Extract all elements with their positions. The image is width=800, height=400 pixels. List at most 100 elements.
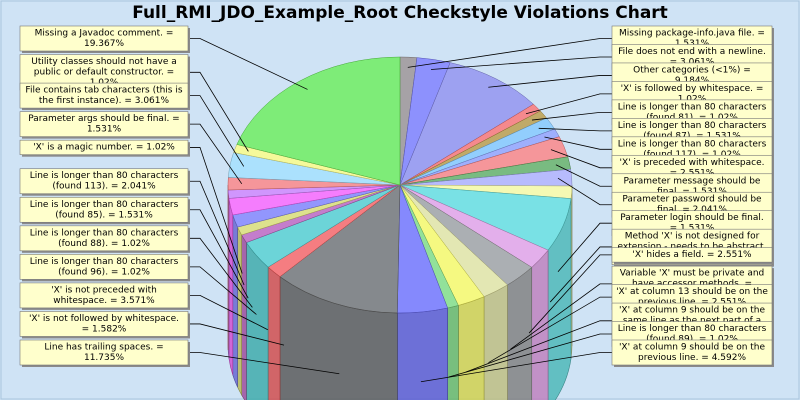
label-box [19,82,189,109]
leader-line [188,180,245,286]
label-text: Line is longer than 80 characters (found … [30,257,179,278]
label-text: Line is longer than 80 characters (found … [618,102,767,123]
label-text: Parameter login should be final. = 1.531% [620,213,764,234]
label-text: Line has trailing spaces. = 11.735% [44,343,163,364]
leader-line [188,71,249,152]
label-text: 'X' hides a field. = 2.551% [632,250,752,260]
leader-line [488,75,612,88]
slice-side [458,296,485,400]
label-text: 'X' is preceded with whitespace. = 2.551% [620,158,765,179]
leader-line [557,177,612,206]
label-text: File does not end with a newline. = 3.061… [618,47,766,68]
slice-side [507,266,533,400]
leader-line [420,352,612,383]
leader-line [531,111,612,121]
label-box [19,25,189,52]
leader-line [188,237,253,308]
slice-side [232,214,238,388]
slice-label: Line has trailing spaces. = 11.735% [19,339,190,367]
label-box [19,111,189,137]
slice-label: Missing a Javadoc comment. = 19.367% [19,25,190,53]
leader-line [188,266,257,315]
leader-line [188,295,268,331]
slice-label: 'X' hides a field. = 2.551% [611,247,774,265]
label-box [19,339,189,366]
label-text: Line is longer than 80 characters (found … [30,200,179,221]
label-text: Line is longer than 80 characters (found … [618,324,767,345]
slice-label: 'X' at column 9 should be on the previous… [611,339,774,367]
label-box [19,168,189,195]
slice-side [483,284,508,400]
label-text: 'X' is not followed by whitespace. = 1.58… [29,314,179,335]
label-box [19,311,189,337]
label-text: 'X' is followed by whitespace. = 1.02% [621,84,764,105]
leader-line [528,254,612,334]
label-text: Line is longer than 80 characters (found … [618,121,767,141]
label-box [19,225,189,252]
label-text: Line is longer than 80 characters (found … [30,228,179,249]
leader-line [544,136,612,150]
pie-top [227,56,573,314]
label-text: Parameter password should be final. = 2.0… [622,195,762,216]
leader-line [188,38,308,90]
label-text: Parameter message should be final. = 1.53… [624,176,761,197]
slice[interactable] [399,62,534,186]
slice-label: Line is longer than 80 characters (found … [19,196,190,225]
label-text: File contains tab characters (this is the… [25,86,182,107]
slice-side [246,241,269,400]
label-box [611,247,773,263]
slice-label: File contains tab characters (this is the… [19,82,190,111]
leader-line [407,38,612,68]
leader-line [488,296,612,364]
label-text: Line is longer than 80 characters (found … [30,171,179,192]
leader-line [448,333,612,378]
leader-line [525,93,612,115]
label-text: 'X' is a magic number. = 1.02% [33,143,175,153]
label-box [19,282,189,309]
label-text: 'X' is not preceded with whitespace. = 3.… [51,285,157,306]
label-text: Line is longer than 80 characters (found … [618,139,767,160]
leader-line [188,123,243,185]
label-text: Other categories (<1%) = 9.184% [633,65,751,86]
leader-line [465,320,612,373]
slice-labels: Missing package-info.java file. = 1.531%F… [19,25,774,367]
slice[interactable] [236,56,401,186]
slice-side [267,266,281,400]
label-box [19,196,189,223]
leader-line [550,149,612,169]
slice[interactable] [279,184,401,314]
leader-line [555,164,612,187]
label-text: Missing a Javadoc comment. = 19.367% [35,29,174,50]
leader-line [188,352,340,375]
slice-label: 'X' is not preceded with whitespace. = 3.… [19,282,190,310]
leader-line [188,209,249,299]
label-box [19,254,189,280]
label-text: 'X' at column 13 should be on the previou… [616,287,768,308]
leader-line [549,246,612,303]
slice-label: Line is longer than 80 characters (found … [19,225,190,253]
leader-line [510,283,612,350]
slice-label: Line is longer than 80 characters (found … [19,254,190,282]
slice-side [237,226,242,397]
label-text: 'X' at column 9 should be on the previous… [619,343,766,364]
label-box [19,139,189,155]
leader-lines [188,38,612,383]
slice-side [228,198,234,376]
leader-line [538,127,612,132]
chart-title: Full_RMI_JDO_Example_Root Checkstyle Vio… [132,3,668,23]
leader-line [188,147,243,274]
slice-label: 'X' is a magic number. = 1.02% [19,139,190,157]
leader-line [557,222,612,272]
label-box [611,339,773,366]
slice-label: 'X' is not followed by whitespace. = 1.58… [19,311,190,339]
leader-line [188,323,285,346]
slice-label: Parameter args should be final. = 1.531% [19,111,190,139]
slice-side [447,305,459,400]
label-text: Parameter args should be final. = 1.531% [28,114,179,134]
label-text: Missing package-info.java file. = 1.531% [619,29,765,50]
leader-line [188,95,245,167]
leader-line [430,56,612,70]
slice-side [531,249,549,400]
